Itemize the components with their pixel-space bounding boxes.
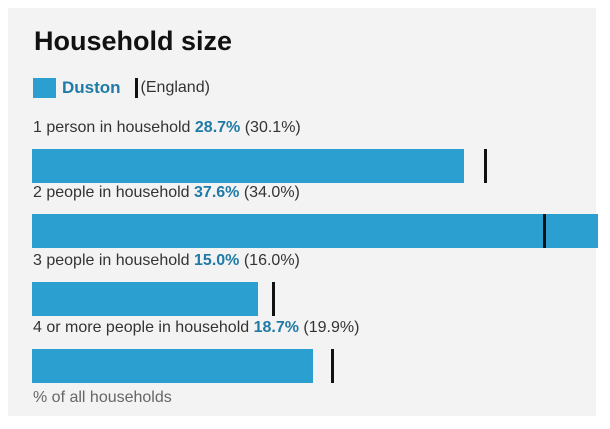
comparison-marker-england [542,214,546,248]
value-label: 15.0% [194,252,240,269]
comparison-value-label: (16.0%) [239,252,300,269]
category-label: 1 person in household [33,119,195,136]
comparison-marker-england [484,149,488,183]
category-label: 4 or more people in household [33,319,254,336]
bar-duston [32,349,314,383]
comparison-marker-england [271,282,275,316]
legend-swatch-duston [33,78,56,98]
comparison-value-label: (19.9%) [298,319,360,336]
row-label: 2 people in household 37.6% (34.0%) [33,184,300,202]
legend-label-england: (England) [140,79,210,96]
legend: Duston (England) [33,77,210,99]
legend-label-duston: Duston [62,78,121,97]
comparison-marker-england [330,349,334,383]
bar-duston [32,149,465,183]
legend-marker-england [134,78,138,98]
household-size-card: Household size Duston (England) 1 person… [8,8,598,416]
category-label: 2 people in household [33,184,195,201]
value-label: 28.7% [194,119,241,136]
bar-duston [32,282,258,316]
chart-title: Household size [34,26,233,56]
bar-duston [32,214,598,248]
comparison-value-label: (34.0%) [239,184,300,201]
comparison-value-label: (30.1%) [240,119,301,136]
value-label: 18.7% [253,319,299,336]
category-label: 3 people in household [33,252,195,269]
row-label: 1 person in household 28.7% (30.1%) [33,119,301,137]
value-label: 37.6% [194,184,240,201]
row-label: 3 people in household 15.0% (16.0%) [33,252,300,270]
axis-note: % of all households [33,389,172,406]
row-label: 4 or more people in household 18.7% (19.… [33,319,359,337]
